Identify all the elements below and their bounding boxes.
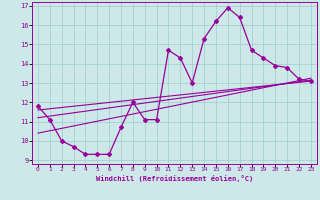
X-axis label: Windchill (Refroidissement éolien,°C): Windchill (Refroidissement éolien,°C) (96, 175, 253, 182)
